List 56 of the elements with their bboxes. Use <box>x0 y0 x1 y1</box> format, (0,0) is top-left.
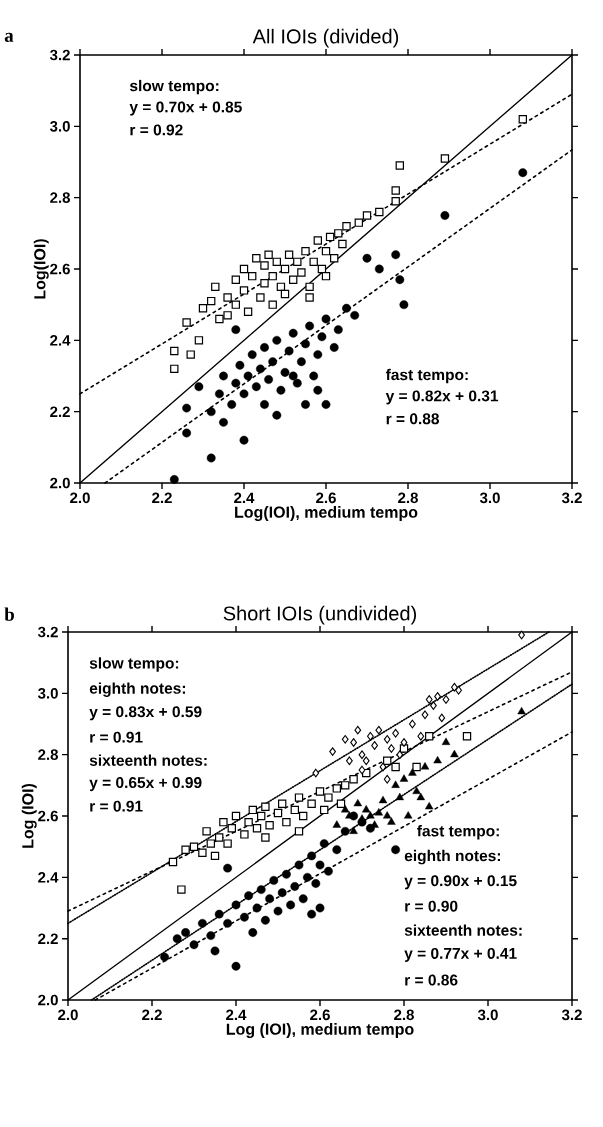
chart-title: Short IOIs (undivided) <box>223 605 416 625</box>
y-tick-label: 2.4 <box>38 872 59 883</box>
y-tick-label: 3.2 <box>37 626 58 638</box>
y-tick-label: 2.8 <box>38 749 58 760</box>
y-axis-title: Log(IOI) <box>33 239 49 299</box>
y-axis-title: Log (IOI) <box>21 783 37 848</box>
annotation: y = 0.65x + 0.99 <box>89 777 202 792</box>
x-tick-label: 3.0 <box>477 1009 498 1021</box>
x-tick-label: 2.8 <box>394 1009 414 1021</box>
annotation: r = 0.92 <box>130 124 183 136</box>
y-tick-label: 2.2 <box>50 406 70 417</box>
x-axis-title: Log (IOI), medium tempo <box>226 1023 414 1039</box>
y-tick-label: 2.6 <box>50 263 70 275</box>
x-tick-label: 2.0 <box>70 492 90 504</box>
chart-title: All IOIs (divided) <box>252 28 399 48</box>
y-tick-label: 3.0 <box>49 121 70 132</box>
annotation: sixteenth notes: <box>404 924 522 936</box>
annotation: r = 0.86 <box>405 974 458 986</box>
y-tick-label: 2.4 <box>50 335 71 346</box>
y-tick-label: 2.8 <box>50 192 70 203</box>
x-tick-label: 3.2 <box>561 492 582 504</box>
annotation: fast tempo: <box>417 825 499 840</box>
annotation: y = 0.83x + 0.59 <box>89 706 202 721</box>
text: a <box>4 32 14 42</box>
annotation: eighth notes: <box>404 849 500 865</box>
x-tick-label: 2.4 <box>226 1009 247 1021</box>
annotation: y = 0.82x + 0.31 <box>385 390 499 405</box>
annotation: slow tempo: <box>89 657 179 672</box>
annotation: y = 0.90x + 0.15 <box>404 875 517 890</box>
x-axis-title: Log(IOI), medium tempo <box>235 506 418 522</box>
y-tick-label: 2.0 <box>50 477 70 489</box>
annotation: r = 0.90 <box>405 900 458 912</box>
annotation: y = 0.77x + 0.41 <box>404 947 517 962</box>
x-tick-label: 2.4 <box>234 492 255 504</box>
x-tick-label: 2.2 <box>142 1009 162 1021</box>
y-tick-label: 2.6 <box>38 810 58 822</box>
y-tick-label: 2.2 <box>38 933 58 944</box>
x-tick-label: 3.2 <box>561 1009 582 1021</box>
y-tick-label: 3.0 <box>37 688 58 699</box>
annotation: r = 0.88 <box>386 413 440 425</box>
x-tick-label: 2.8 <box>398 492 418 504</box>
annotation: sixteenth notes: <box>89 754 207 766</box>
x-tick-label: 2.6 <box>310 1009 330 1021</box>
x-tick-label: 2.6 <box>316 492 336 504</box>
annotation: r = 0.91 <box>90 800 143 812</box>
x-tick-label: 3.0 <box>479 492 500 504</box>
annotation: r = 0.91 <box>90 731 143 743</box>
y-tick-label: 3.2 <box>49 49 70 61</box>
annotation: fast tempo: <box>385 368 468 384</box>
y-tick-label: 2.0 <box>38 994 58 1006</box>
x-tick-label: 2.2 <box>152 492 172 504</box>
annotation: slow tempo: <box>129 79 219 95</box>
annotation: y = 0.70x + 0.85 <box>129 101 242 116</box>
text: b <box>4 607 14 621</box>
x-tick-label: 2.0 <box>58 1009 78 1021</box>
annotation: eighth notes: <box>89 682 185 697</box>
